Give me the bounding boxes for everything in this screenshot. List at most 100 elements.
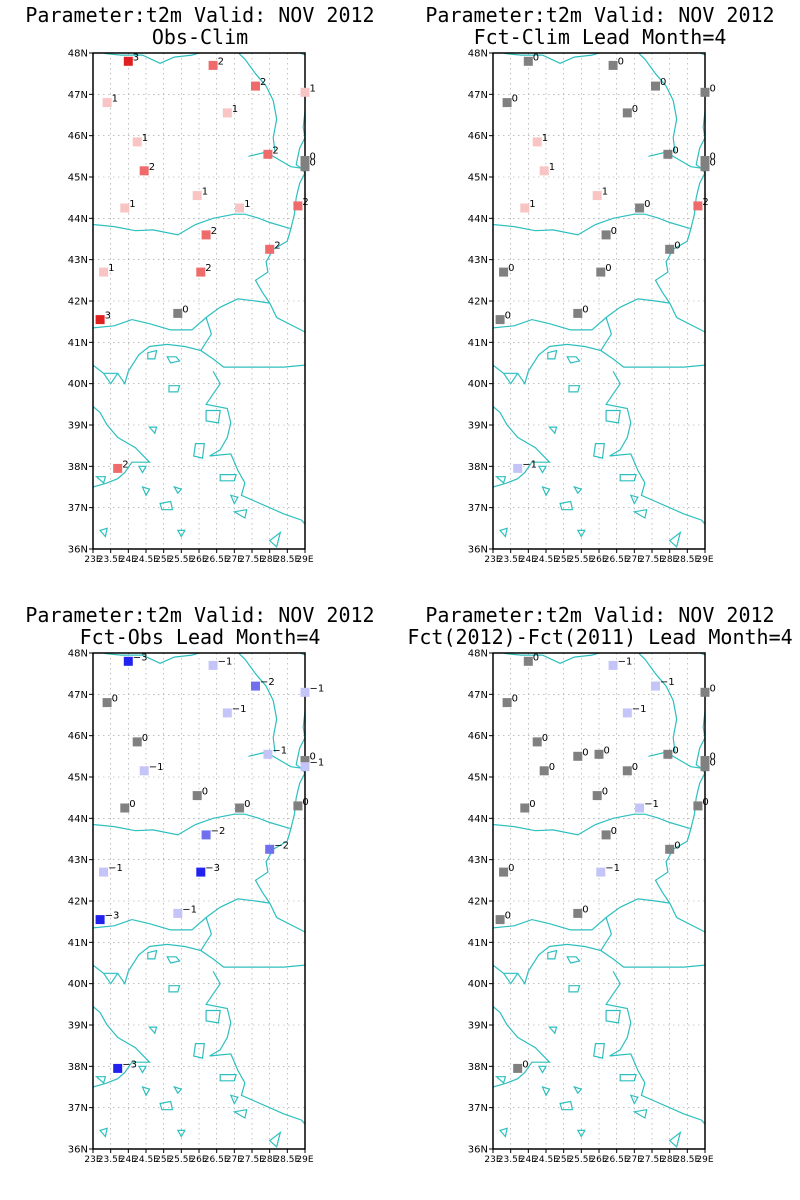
island-outline [541, 486, 551, 497]
lat-tick-label: 36N [468, 545, 488, 556]
station-square [251, 681, 260, 691]
station-value-label: 1 [108, 263, 114, 274]
lon-tick-label: 25.5E [568, 1155, 594, 1165]
station-square [300, 87, 310, 97]
island-outline [593, 443, 605, 459]
station-value-label: 3 [105, 311, 111, 322]
map-panel-1: 36N 37N 38N 39N 40N 41N 42N 43N 44N 45N 46N 47N 48N 2… [68, 49, 316, 566]
lat-tick-label: 41N [468, 338, 488, 349]
coastlines [93, 653, 305, 1149]
map-panel-2: 36N 37N 38N 39N 40N 41N 42N 43N 44N 45N 46N 47N 48N 2… [468, 49, 716, 566]
station-square [222, 708, 232, 718]
station-square [300, 156, 310, 165]
grid-lines [93, 653, 305, 1149]
station-value-label: 0 [508, 263, 514, 274]
station-square [300, 687, 310, 697]
island-outline [141, 1086, 151, 1097]
station-value-label: 2 [211, 226, 217, 237]
station-square [265, 844, 275, 854]
station-square [113, 1063, 123, 1073]
island-outline [99, 527, 108, 538]
island-outline [576, 529, 586, 538]
coastline [254, 737, 305, 933]
lat-tick-label: 36N [68, 1145, 88, 1156]
lon-tick-label: 23.5E [498, 555, 524, 565]
lon-tick-label: 26.5E [204, 1155, 230, 1165]
island-outline [148, 1026, 158, 1035]
coastline [600, 317, 613, 351]
lat-tick-label: 38N [68, 462, 88, 473]
coastline [493, 213, 692, 236]
lat-tick-label: 39N [468, 1021, 488, 1032]
station-value-label: 0 [505, 311, 511, 322]
station-square [502, 698, 512, 708]
lat-tick-label: 46N [68, 131, 88, 142]
island-outline [619, 1074, 637, 1082]
panel-1-title-line1: Parameter:t2m Valid: NOV 2012 [25, 3, 375, 27]
lon-tick-label: 24E [520, 555, 537, 565]
station-value-label: 0 [710, 752, 716, 763]
lat-tick-label: 43N [68, 855, 88, 866]
station-square [601, 230, 611, 240]
coastline [248, 751, 305, 770]
station-square [573, 308, 583, 318]
station-value-label: 1 [112, 94, 118, 105]
island-outline [232, 1108, 248, 1119]
island-outline [576, 1129, 586, 1138]
panel-4-title-line2: Fct(2012)-Fct(2011) Lead Month=4 [407, 625, 793, 649]
station-square [201, 230, 211, 240]
lat-tick-label: 40N [68, 979, 88, 990]
station-square [300, 762, 310, 772]
lon-axis: 23E23.5E24E24.5E25E25.5E26E26.5E27E27.5E… [84, 1149, 314, 1165]
station-value-label: 1 [202, 187, 208, 198]
station-square [520, 203, 530, 213]
island-outline [232, 508, 248, 519]
coastline [205, 971, 305, 1125]
station-square [132, 137, 142, 147]
lon-tick-label: 29E [696, 1155, 713, 1165]
lon-tick-label: 23E [484, 1155, 501, 1165]
station-value-label: −3 [205, 863, 220, 874]
lon-tick-label: 25E [555, 1155, 572, 1165]
lon-tick-label: 24.5E [133, 555, 159, 565]
island-outline [629, 494, 639, 505]
lon-tick-label: 28.5E [274, 1155, 300, 1165]
island-outline [94, 1076, 107, 1084]
island-outline [193, 1043, 205, 1059]
island-outline [629, 1094, 639, 1105]
island-outline [593, 1043, 605, 1059]
lat-tick-label: 43N [68, 255, 88, 266]
station-square [102, 98, 112, 108]
lat-tick-label: 45N [468, 173, 488, 184]
lon-tick-label: 24E [120, 1155, 137, 1165]
lat-tick-label: 47N [468, 90, 488, 101]
station-value-label: −2 [211, 826, 226, 837]
station-value-label: 2 [302, 197, 308, 208]
lon-tick-label: 25.5E [168, 555, 194, 565]
island-outline [137, 465, 148, 474]
station-value-label: 0 [112, 694, 118, 705]
island-outline [147, 349, 158, 360]
station-square [513, 463, 523, 473]
station-square [201, 830, 211, 840]
station-square [700, 162, 710, 172]
station-value-label: 0 [632, 104, 638, 115]
lon-tick-label: 27E [626, 1155, 643, 1165]
lat-axis: 36N 37N 38N 39N 40N 41N 42N 43N 44N 45N 46N 47N 48N [468, 649, 493, 1156]
lat-tick-label: 44N [468, 214, 488, 225]
coastline [93, 1005, 151, 1088]
lon-tick-label: 28E [261, 1155, 278, 1165]
lon-tick-label: 29E [296, 555, 313, 565]
lat-tick-label: 45N [468, 773, 488, 784]
station-square [523, 656, 533, 666]
station-value-label: 2 [205, 263, 211, 274]
station-value-label: 0 [508, 863, 514, 874]
lon-tick-label: 28.5E [674, 1155, 700, 1165]
station-value-label: 0 [310, 158, 316, 169]
lon-tick-label: 25E [555, 555, 572, 565]
station-square [192, 191, 202, 201]
island-outline [166, 356, 181, 364]
